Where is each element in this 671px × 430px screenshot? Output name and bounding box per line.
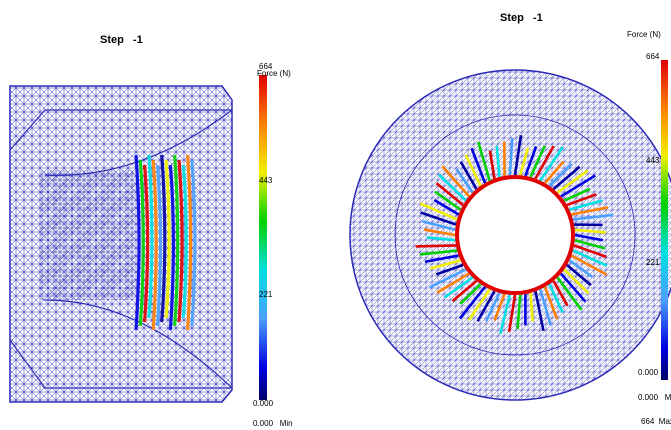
footer: 0.000 Min <box>253 419 293 428</box>
force-spoke <box>416 245 456 246</box>
tick-label: 0.000 <box>253 399 274 408</box>
legend-title: Force (N) <box>627 30 661 39</box>
screen: Step -1 Force (N) 664 443 221 0.000 0.00… <box>0 0 671 430</box>
bore <box>457 177 573 293</box>
color-bar <box>661 60 668 380</box>
page: Step -1 Force (N) 664 443 221 0.000 0.00… <box>0 0 671 430</box>
footer: 664 Max <box>641 417 671 426</box>
tick-label: 221 <box>646 258 660 267</box>
tick-label: 221 <box>259 290 273 299</box>
tick-label: 664 <box>646 52 660 61</box>
color-bar <box>259 75 267 400</box>
title: Step -1 <box>500 12 543 24</box>
footer: 0.000 Min <box>638 393 671 402</box>
left-model <box>10 86 232 402</box>
tick-label: 664 <box>259 62 273 71</box>
tick-label: 0.000 <box>638 368 659 377</box>
right-model <box>350 70 671 400</box>
title: Step -1 <box>100 34 143 46</box>
tick-label: 443 <box>259 176 273 185</box>
inner-mesh <box>40 170 135 300</box>
tick-label: 443 <box>646 156 660 165</box>
